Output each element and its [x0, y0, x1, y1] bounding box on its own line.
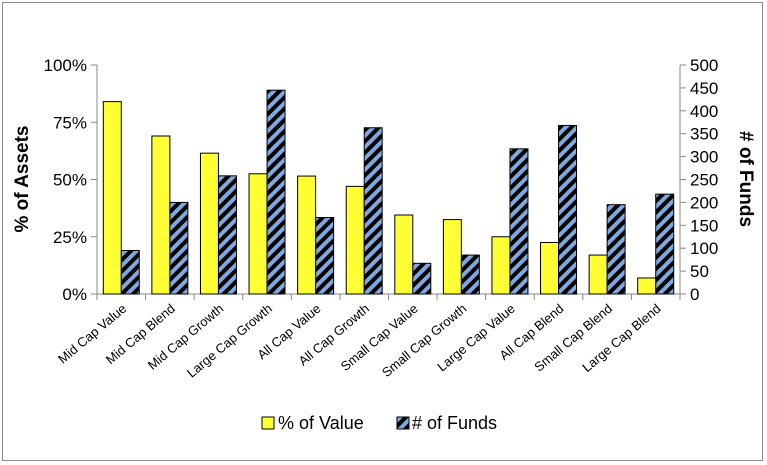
- bar-percent-of-value: [442, 219, 462, 295]
- bar-percent-of-value: [491, 236, 511, 295]
- y-tick-label-right: 50: [690, 262, 709, 281]
- axes: 0% 25% 50% 75% 100% 0 50 100 150 200 250 300 350 400 4…: [44, 56, 719, 304]
- y-tick-label-right: 250: [690, 171, 718, 190]
- legend-swatch-percent-of-value: [261, 416, 275, 430]
- y-tick-label-right: 300: [690, 148, 718, 167]
- y-axis-title-right: # of Funds: [735, 131, 756, 227]
- bars: [102, 89, 675, 295]
- category-label: Small Cap Growth: [379, 301, 469, 380]
- y-tick-label-right: 350: [690, 125, 718, 144]
- bar-percent-of-value: [297, 175, 317, 295]
- y-tick-label-right: 150: [690, 216, 718, 235]
- bar-percent-of-value: [102, 101, 122, 295]
- bar-number-of-funds: [169, 201, 189, 295]
- bar-percent-of-value: [540, 241, 560, 295]
- y-tick-label-left: 0%: [62, 285, 87, 304]
- y-tick-label-left: 75%: [53, 113, 87, 132]
- bar-number-of-funds: [217, 175, 237, 295]
- y-axis-title-left: % of Assets: [12, 126, 33, 233]
- legend: % of Value # of Funds: [261, 413, 497, 433]
- category-label: Large Cap Growth: [184, 301, 275, 381]
- y-tick-label-left: 100%: [44, 56, 87, 75]
- bar-number-of-funds: [120, 249, 140, 295]
- bar-percent-of-value: [394, 214, 414, 295]
- bar-number-of-funds: [363, 127, 383, 295]
- bar-percent-of-value: [248, 173, 268, 295]
- legend-label-percent-of-value: % of Value: [278, 413, 364, 433]
- legend-swatch-number-of-funds: [396, 416, 410, 430]
- bar-number-of-funds: [558, 124, 578, 295]
- legend-label-number-of-funds: # of Funds: [412, 413, 497, 433]
- bar-number-of-funds: [606, 204, 626, 295]
- y-tick-label-right: 400: [690, 102, 718, 121]
- y-tick-label-right: 450: [690, 79, 718, 98]
- y-tick-label-left: 50%: [53, 171, 87, 190]
- bar-number-of-funds: [509, 148, 529, 295]
- bar-number-of-funds: [460, 254, 480, 295]
- bar-number-of-funds: [266, 89, 286, 295]
- bar-number-of-funds: [655, 193, 675, 295]
- y-tick-label-right: 0: [690, 285, 699, 304]
- bar-percent-of-value: [345, 185, 365, 295]
- bar-number-of-funds: [412, 262, 432, 295]
- y-tick-label-right: 200: [690, 193, 718, 212]
- bar-percent-of-value: [637, 277, 657, 295]
- bar-percent-of-value: [199, 152, 219, 295]
- y-tick-label-right: 500: [690, 56, 718, 75]
- bar-number-of-funds: [315, 217, 335, 295]
- bar-percent-of-value: [588, 254, 608, 295]
- y-tick-label-left: 25%: [53, 228, 87, 247]
- bar-percent-of-value: [151, 135, 171, 295]
- y-tick-label-right: 100: [690, 239, 718, 258]
